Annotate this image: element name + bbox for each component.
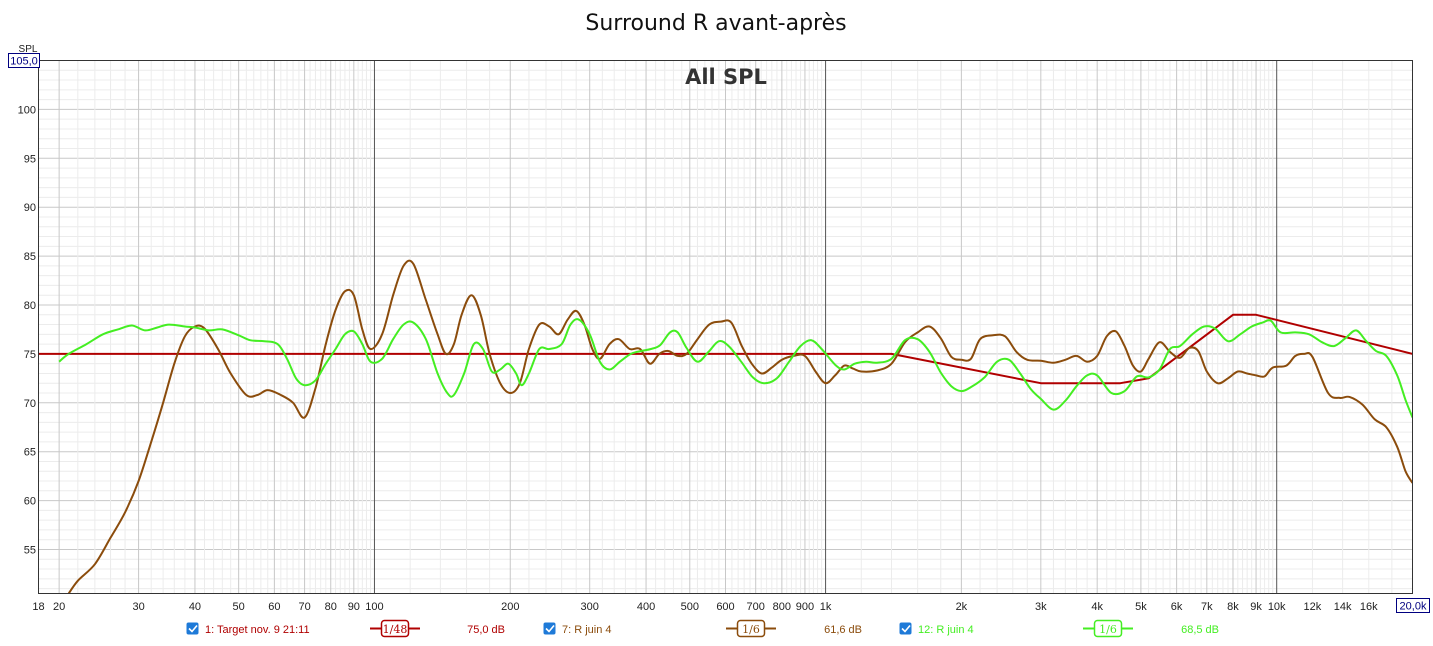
x-tick-label: 80 bbox=[325, 601, 337, 613]
x-tick-label: 4k bbox=[1091, 601, 1103, 613]
x-tick-label: 10k bbox=[1268, 601, 1286, 613]
y-tick-label: 85 bbox=[24, 251, 36, 263]
plot-frame bbox=[38, 60, 1413, 594]
x-tick-label: 500 bbox=[681, 601, 699, 613]
y-tick-label: 95 bbox=[24, 153, 36, 165]
x-tick-label: 16k bbox=[1360, 601, 1378, 613]
smoothing-label: 1/6 bbox=[742, 623, 760, 636]
y-tick-label: 60 bbox=[24, 496, 36, 508]
legend-entry-2: 7: R juin 4 1/6 61,6 dB bbox=[543, 619, 862, 638]
chart-title: Surround R avant-après bbox=[585, 11, 846, 36]
y-tick-label: 75 bbox=[24, 349, 36, 361]
smoothing-label: 1/6 bbox=[1099, 623, 1117, 636]
y-tick-label: 55 bbox=[24, 544, 36, 556]
y-tick-label: 65 bbox=[24, 447, 36, 459]
x-tick-label: 400 bbox=[637, 601, 655, 613]
x-max-box[interactable] bbox=[1396, 598, 1430, 613]
y-tick-label: 100 bbox=[18, 104, 36, 116]
x-tick-label: 20 bbox=[53, 601, 65, 613]
legend-value: 75,0 dB bbox=[467, 624, 505, 636]
legend: 1: Target nov. 9 21:11 1/48 75,0 dB 7: R ju… bbox=[186, 619, 1219, 638]
x-tick-label: 2k bbox=[956, 601, 968, 613]
y-axis-label: SPL bbox=[19, 44, 38, 55]
x-tick-label: 14k bbox=[1334, 601, 1352, 613]
x-tick-label: 1k bbox=[820, 601, 832, 613]
series-line-1 bbox=[38, 313, 1413, 385]
legend-entry-3: 12: R juin 4 1/6 68,5 dB bbox=[899, 619, 1219, 638]
x-tick-label: 40 bbox=[189, 601, 201, 613]
legend-value: 61,6 dB bbox=[824, 624, 862, 636]
smoothing-label: 1/48 bbox=[383, 623, 408, 636]
x-tick-label: 12k bbox=[1304, 601, 1322, 613]
y-tick-label: 70 bbox=[24, 398, 36, 410]
y-tick-labels: 55 60 65 70 75 80 85 90 95 100 bbox=[18, 104, 36, 556]
x-tick-label: 200 bbox=[501, 601, 519, 613]
x-tick-label: 18 bbox=[32, 601, 44, 613]
smoothing-box[interactable] bbox=[380, 619, 410, 638]
legend-name: 1: Target nov. 9 21:11 bbox=[205, 624, 310, 636]
check-icon bbox=[545, 624, 555, 633]
series-line-2 bbox=[67, 259, 1413, 594]
x-tick-label: 30 bbox=[132, 601, 144, 613]
y-max-box[interactable] bbox=[8, 53, 40, 68]
x-tick-label: 70 bbox=[298, 601, 310, 613]
legend-name: 7: R juin 4 bbox=[562, 624, 612, 636]
legend-value: 68,5 dB bbox=[1181, 624, 1219, 636]
check-icon bbox=[901, 624, 911, 633]
x-tick-label: 3k bbox=[1035, 601, 1047, 613]
x-max-value: 20,0k bbox=[1400, 601, 1427, 613]
x-tick-label: 8k bbox=[1227, 601, 1239, 613]
series-line-3 bbox=[58, 318, 1413, 418]
legend-name: 12: R juin 4 bbox=[918, 624, 974, 636]
x-tick-label: 7k bbox=[1201, 601, 1213, 613]
x-tick-label: 900 bbox=[796, 601, 814, 613]
x-tick-label: 5k bbox=[1135, 601, 1147, 613]
x-tick-label: 6k bbox=[1171, 601, 1183, 613]
x-tick-label: 800 bbox=[773, 601, 791, 613]
y-tick-label: 80 bbox=[24, 300, 36, 312]
x-tick-label: 50 bbox=[233, 601, 245, 613]
x-tick-label: 700 bbox=[747, 601, 765, 613]
legend-checkbox[interactable] bbox=[543, 622, 556, 635]
x-tick-label: 300 bbox=[581, 601, 599, 613]
x-tick-labels: 18 20 30 40 50 60 70 80 90 100 200 300 400 500 600 700 8… bbox=[32, 601, 1378, 613]
grid bbox=[38, 60, 1413, 594]
legend-checkbox[interactable] bbox=[186, 622, 199, 635]
series-lines bbox=[38, 259, 1413, 594]
smoothing-box[interactable] bbox=[736, 619, 766, 638]
y-tick-label: 90 bbox=[24, 202, 36, 214]
chart-subtitle: All SPL bbox=[685, 65, 767, 89]
x-tick-label: 60 bbox=[268, 601, 280, 613]
smoothing-box[interactable] bbox=[1093, 619, 1123, 638]
legend-entry-1: 1: Target nov. 9 21:11 1/48 75,0 dB bbox=[186, 619, 505, 638]
x-tick-label: 9k bbox=[1250, 601, 1262, 613]
x-tick-label: 100 bbox=[365, 601, 383, 613]
check-icon bbox=[188, 624, 198, 633]
x-tick-label: 90 bbox=[348, 601, 360, 613]
x-tick-label: 600 bbox=[716, 601, 734, 613]
legend-checkbox[interactable] bbox=[899, 622, 912, 635]
y-max-value: 105,0 bbox=[10, 56, 38, 68]
